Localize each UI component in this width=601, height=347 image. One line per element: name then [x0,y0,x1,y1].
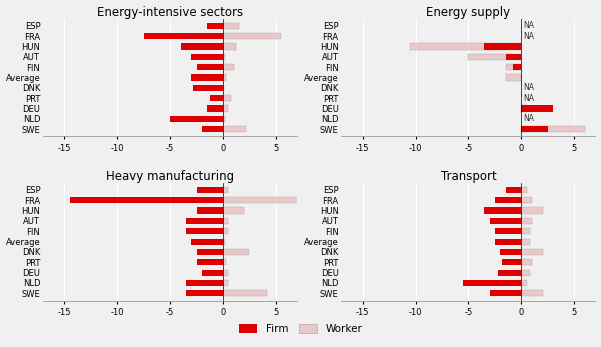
Bar [410,43,522,50]
Bar [495,228,522,234]
Bar [513,64,522,70]
Bar [522,126,548,132]
Bar [191,54,223,60]
Text: NA: NA [523,83,534,92]
Bar [223,85,224,91]
Bar [197,64,223,70]
Bar [484,43,522,50]
Bar [194,85,223,91]
Bar [522,270,530,276]
Bar [522,187,526,193]
Bar [207,23,223,29]
Legend: Firm, Worker: Firm, Worker [234,320,367,338]
Bar [522,218,532,224]
Bar [223,126,246,132]
Bar [223,238,225,245]
Bar [223,43,236,50]
Bar [223,187,228,193]
Bar [170,116,223,122]
Bar [522,208,543,214]
Bar [490,290,522,296]
Bar [223,95,231,101]
Bar [468,54,522,60]
Bar [522,105,553,112]
Bar [490,218,522,224]
Bar [207,105,223,112]
Bar [505,187,522,193]
Bar [495,238,522,245]
Bar [505,64,522,70]
Title: Energy supply: Energy supply [427,6,510,18]
Bar [484,208,522,214]
Bar [202,270,223,276]
Bar [223,116,225,122]
Bar [223,64,234,70]
Bar [191,238,223,245]
Bar [223,54,225,60]
Bar [505,74,522,81]
Bar [223,74,226,81]
Bar [223,33,281,39]
Bar [495,197,522,203]
Bar [500,249,522,255]
Bar [223,290,267,296]
Bar [223,270,228,276]
Bar [144,33,223,39]
Bar [522,105,526,112]
Bar [522,259,532,265]
Bar [522,280,526,286]
Bar [502,259,522,265]
Bar [197,259,223,265]
Bar [522,290,543,296]
Bar [181,43,223,50]
Bar [186,280,223,286]
Bar [463,280,522,286]
Bar [223,208,244,214]
Bar [186,218,223,224]
Text: NA: NA [523,114,534,123]
Bar [223,197,318,203]
Bar [498,270,522,276]
Bar [223,105,228,112]
Title: Energy-intensive sectors: Energy-intensive sectors [97,6,243,18]
Bar [223,218,228,224]
Bar [223,280,228,286]
Bar [522,228,530,234]
Bar [522,249,543,255]
Bar [197,187,223,193]
Title: Heavy manufacturing: Heavy manufacturing [106,170,234,183]
Bar [223,249,249,255]
Bar [197,249,223,255]
Bar [223,228,228,234]
Bar [186,228,223,234]
Bar [522,238,530,245]
Bar [505,54,522,60]
Text: NA: NA [523,32,534,41]
Bar [522,197,532,203]
Title: Transport: Transport [441,170,496,183]
Bar [223,23,239,29]
Bar [197,208,223,214]
Text: NA: NA [523,21,534,30]
Text: NA: NA [523,94,534,103]
Bar [522,126,585,132]
Bar [191,74,223,81]
Bar [210,95,223,101]
Bar [186,290,223,296]
Bar [202,126,223,132]
Bar [223,259,226,265]
Bar [70,197,223,203]
